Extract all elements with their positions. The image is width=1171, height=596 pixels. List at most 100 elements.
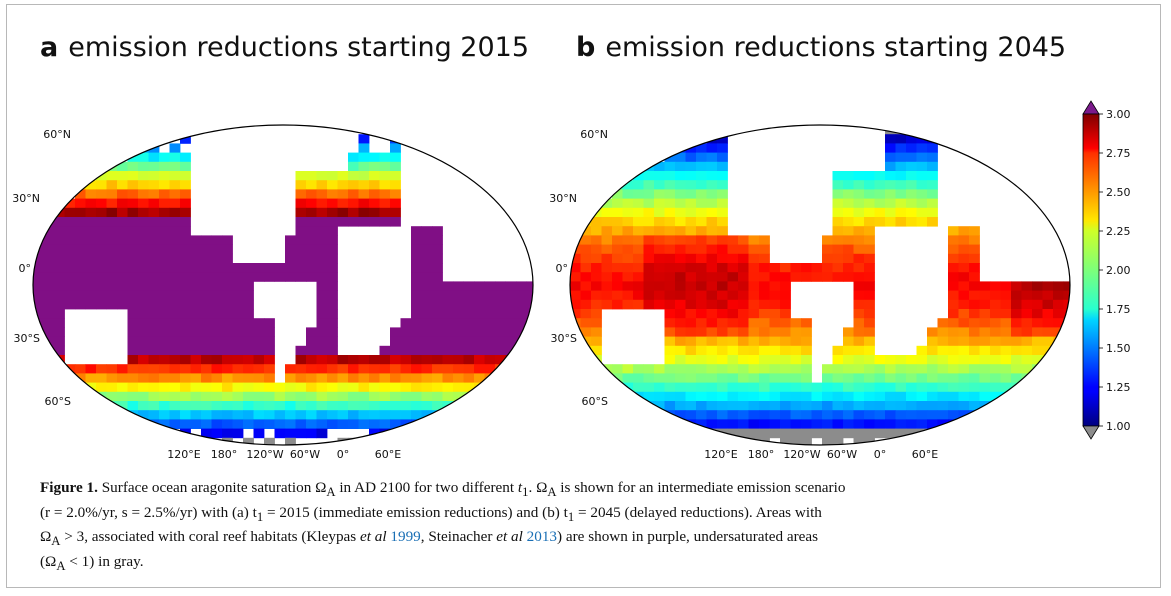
map-cell bbox=[769, 355, 781, 365]
map-cell bbox=[643, 171, 655, 181]
map-cell bbox=[664, 364, 676, 374]
map-cell bbox=[664, 272, 676, 282]
map-cell bbox=[937, 345, 949, 356]
lat-label-b-60s: 60°S bbox=[582, 395, 608, 408]
map-cell bbox=[664, 217, 676, 227]
map-cell bbox=[169, 272, 181, 282]
map-cell bbox=[369, 161, 380, 172]
map-cell bbox=[85, 244, 97, 255]
map-cell bbox=[843, 419, 854, 429]
map-cell bbox=[442, 309, 454, 319]
map-cell bbox=[411, 281, 422, 291]
map-cell bbox=[274, 401, 286, 411]
map-cell bbox=[801, 391, 812, 402]
map-cell bbox=[874, 189, 886, 199]
map-cell bbox=[664, 373, 676, 383]
map-cell bbox=[958, 281, 970, 291]
map-cell bbox=[601, 198, 613, 209]
map-cell bbox=[232, 428, 244, 439]
map-cell bbox=[159, 318, 170, 328]
map-cell bbox=[853, 272, 865, 282]
map-cell bbox=[612, 244, 623, 255]
map-cell bbox=[969, 272, 980, 282]
map-cell bbox=[463, 373, 475, 383]
map-cell bbox=[759, 364, 770, 374]
map-cell bbox=[717, 152, 728, 163]
map-cell bbox=[643, 207, 655, 218]
map-cell bbox=[390, 364, 401, 374]
map-cell bbox=[612, 189, 623, 199]
map-cell bbox=[1000, 336, 1012, 347]
map-cell bbox=[180, 217, 191, 227]
map-cell bbox=[495, 299, 506, 310]
map-cell bbox=[232, 364, 244, 374]
map-cell bbox=[138, 217, 149, 227]
map-cell bbox=[1011, 309, 1022, 319]
map-cell bbox=[253, 355, 265, 365]
map-cell bbox=[969, 244, 980, 255]
map-cell bbox=[685, 355, 697, 365]
map-cell bbox=[916, 410, 928, 420]
map-cell bbox=[54, 309, 65, 319]
map-cell bbox=[421, 235, 433, 245]
map-cell bbox=[780, 428, 791, 439]
map-cell bbox=[253, 410, 265, 420]
map-cell bbox=[169, 391, 181, 402]
map-cell bbox=[811, 382, 823, 393]
colorbar-gradient bbox=[1082, 113, 1100, 427]
map-cell bbox=[138, 226, 149, 236]
map-cell bbox=[811, 428, 823, 439]
map-cell bbox=[738, 272, 749, 282]
map-cell bbox=[979, 336, 991, 347]
map-cell bbox=[159, 364, 170, 374]
map-cell bbox=[96, 207, 107, 218]
map-cell bbox=[675, 336, 686, 347]
map-cell bbox=[127, 263, 139, 273]
map-cell bbox=[369, 180, 380, 190]
map-cell bbox=[790, 373, 802, 383]
map-cell bbox=[306, 391, 317, 402]
citation-link-1999[interactable]: 1999 bbox=[390, 528, 421, 546]
map-cell bbox=[148, 198, 160, 209]
map-cell bbox=[633, 171, 644, 181]
map-cell bbox=[169, 318, 181, 328]
map-cell bbox=[654, 290, 665, 301]
map-cell bbox=[295, 180, 307, 190]
map-cell bbox=[64, 226, 76, 236]
map-cell bbox=[474, 355, 485, 365]
map-cell bbox=[421, 309, 433, 319]
map-cell bbox=[274, 382, 286, 393]
map-cell bbox=[1032, 281, 1043, 291]
map-cell bbox=[222, 281, 233, 291]
map-cell bbox=[127, 226, 139, 236]
map-cell bbox=[232, 410, 244, 420]
map-cell bbox=[748, 235, 760, 245]
map-cell bbox=[253, 345, 265, 356]
map-cell bbox=[442, 345, 454, 356]
lat-label-b-60n: 60°N bbox=[580, 128, 608, 141]
map-cell bbox=[769, 401, 781, 411]
map-cell bbox=[316, 207, 328, 218]
map-cell bbox=[222, 437, 233, 445]
map-cell bbox=[864, 171, 875, 181]
map-cell bbox=[874, 373, 886, 383]
map-cell bbox=[442, 299, 454, 310]
map-cell bbox=[706, 235, 718, 245]
map-cell bbox=[127, 299, 139, 310]
map-cell bbox=[379, 171, 391, 181]
map-cell bbox=[316, 290, 328, 301]
citation-link-2013[interactable]: 2013 bbox=[526, 528, 557, 546]
map-cell bbox=[180, 419, 191, 429]
map-cell bbox=[348, 171, 359, 181]
map-cell bbox=[33, 253, 44, 264]
map-cell bbox=[295, 345, 307, 356]
map-cell bbox=[843, 401, 854, 411]
map-cell bbox=[696, 143, 707, 153]
map-cell bbox=[421, 364, 433, 374]
map-cell bbox=[748, 373, 760, 383]
map-cell bbox=[633, 217, 644, 227]
map-cell bbox=[432, 345, 443, 356]
map-cell bbox=[843, 272, 854, 282]
map-cell bbox=[180, 207, 191, 218]
map-cell bbox=[958, 253, 970, 264]
